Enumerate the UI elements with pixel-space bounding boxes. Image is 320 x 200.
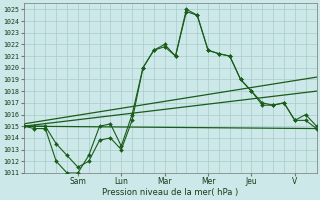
X-axis label: Pression niveau de la mer( hPa ): Pression niveau de la mer( hPa )	[102, 188, 238, 197]
